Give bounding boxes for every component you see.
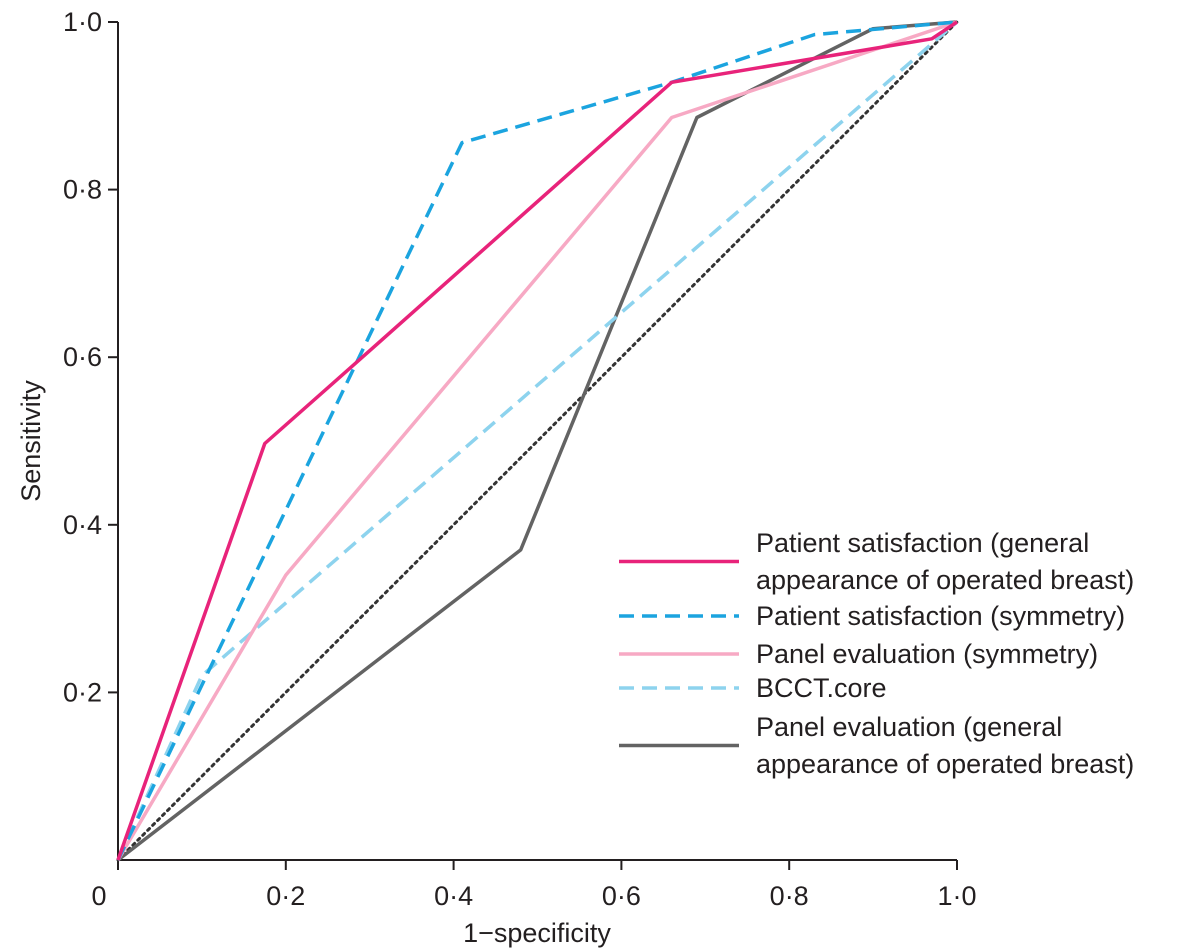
- legend: Patient satisfaction (general appearance …: [619, 528, 1134, 779]
- reference-diagonal-line: [116, 20, 959, 862]
- y-tick-label: 0·2: [63, 677, 102, 707]
- y-tick-label: 0·4: [63, 510, 102, 540]
- x-tick-label: 0·4: [434, 881, 473, 911]
- x-tick-label: 0: [91, 881, 106, 911]
- x-tick-label: 1·0: [937, 881, 976, 911]
- legend-label-1: appearance of operated breast): [756, 565, 1134, 595]
- y-tick-label: 0·6: [63, 342, 102, 372]
- series-line-1: [116, 20, 958, 861]
- series-lines: [116, 20, 959, 862]
- legend-label-1: Patient satisfaction (general: [756, 528, 1089, 558]
- legend-label-4: BCCT.core: [756, 673, 887, 703]
- legend-label-3: Panel evaluation (symmetry): [756, 639, 1098, 669]
- x-tick-label: 0·6: [602, 881, 641, 911]
- legend-label-5: appearance of operated breast): [756, 749, 1134, 779]
- x-tick-label: 0·8: [770, 881, 809, 911]
- series-line-3: [116, 20, 958, 861]
- axes: [117, 22, 957, 861]
- legend-label-5: Panel evaluation (general: [756, 712, 1062, 742]
- y-tick-label: 0·8: [63, 175, 102, 205]
- x-tick-label: 0·2: [266, 881, 305, 911]
- x-axis-title: 1−specificity: [463, 918, 611, 948]
- ticks: 0 0·2 0·4 0·6 0·8 1·0 0·2 0·4 0·6 0·8 1·0: [63, 7, 977, 911]
- y-axis-title: Sensitivity: [16, 380, 46, 502]
- legend-label-2: Patient satisfaction (symmetry): [756, 601, 1125, 631]
- y-tick-label: 1·0: [63, 7, 102, 37]
